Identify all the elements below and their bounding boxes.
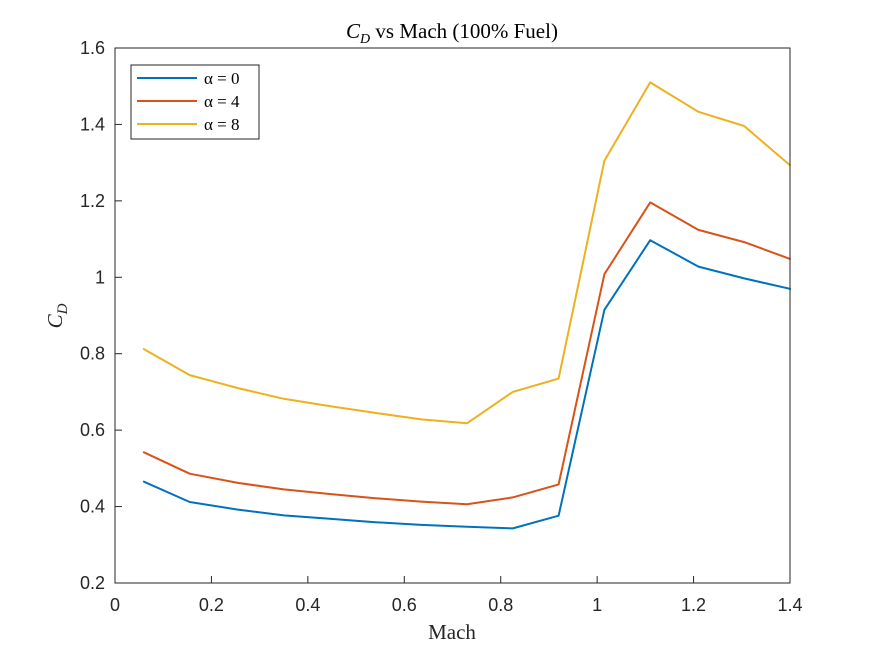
y-tick-label: 1.2 (80, 191, 105, 211)
x-tick-label: 0 (110, 595, 120, 615)
y-tick-label: 1 (95, 267, 105, 287)
axes-ticks: 0 0.2 0.4 0.6 0.8 1 1.2 1.40.20.40.60.811.21.41… (80, 38, 803, 615)
legend-label-alpha-0: α = 0 (204, 69, 240, 88)
x-tick-label: 1.4 (777, 595, 802, 615)
series-group (142, 81, 791, 530)
x-tick-label: 1 (592, 595, 602, 615)
x-tick-label: 0.2 (199, 595, 224, 615)
x-tick-label: 0.4 (295, 595, 320, 615)
y-axis-label: CD (43, 303, 71, 328)
axes-box (114, 47, 791, 584)
y-tick-label: 1.4 (80, 114, 105, 134)
series-line-0 (142, 239, 791, 530)
y-tick-label: 1.6 (80, 38, 105, 58)
y-tick-label: 0.4 (80, 497, 105, 517)
legend-label-alpha-8: α = 8 (204, 115, 240, 134)
legend-label-alpha-4: α = 4 (204, 92, 240, 111)
x-tick-label: 0.8 (488, 595, 513, 615)
chart-title: CD vs Mach (100% Fuel) (346, 19, 558, 47)
x-tick-label: 1.2 (681, 595, 706, 615)
y-tick-label: 0.6 (80, 420, 105, 440)
y-tick-label: 0.8 (80, 344, 105, 364)
series-line-1 (142, 201, 791, 506)
x-tick-label: 0.6 (392, 595, 417, 615)
series-line-2 (142, 81, 791, 425)
y-tick-label: 0.2 (80, 573, 105, 593)
legend: α = 0 α = 4 α = 8 (130, 64, 260, 140)
x-axis-label: Mach (428, 620, 476, 644)
